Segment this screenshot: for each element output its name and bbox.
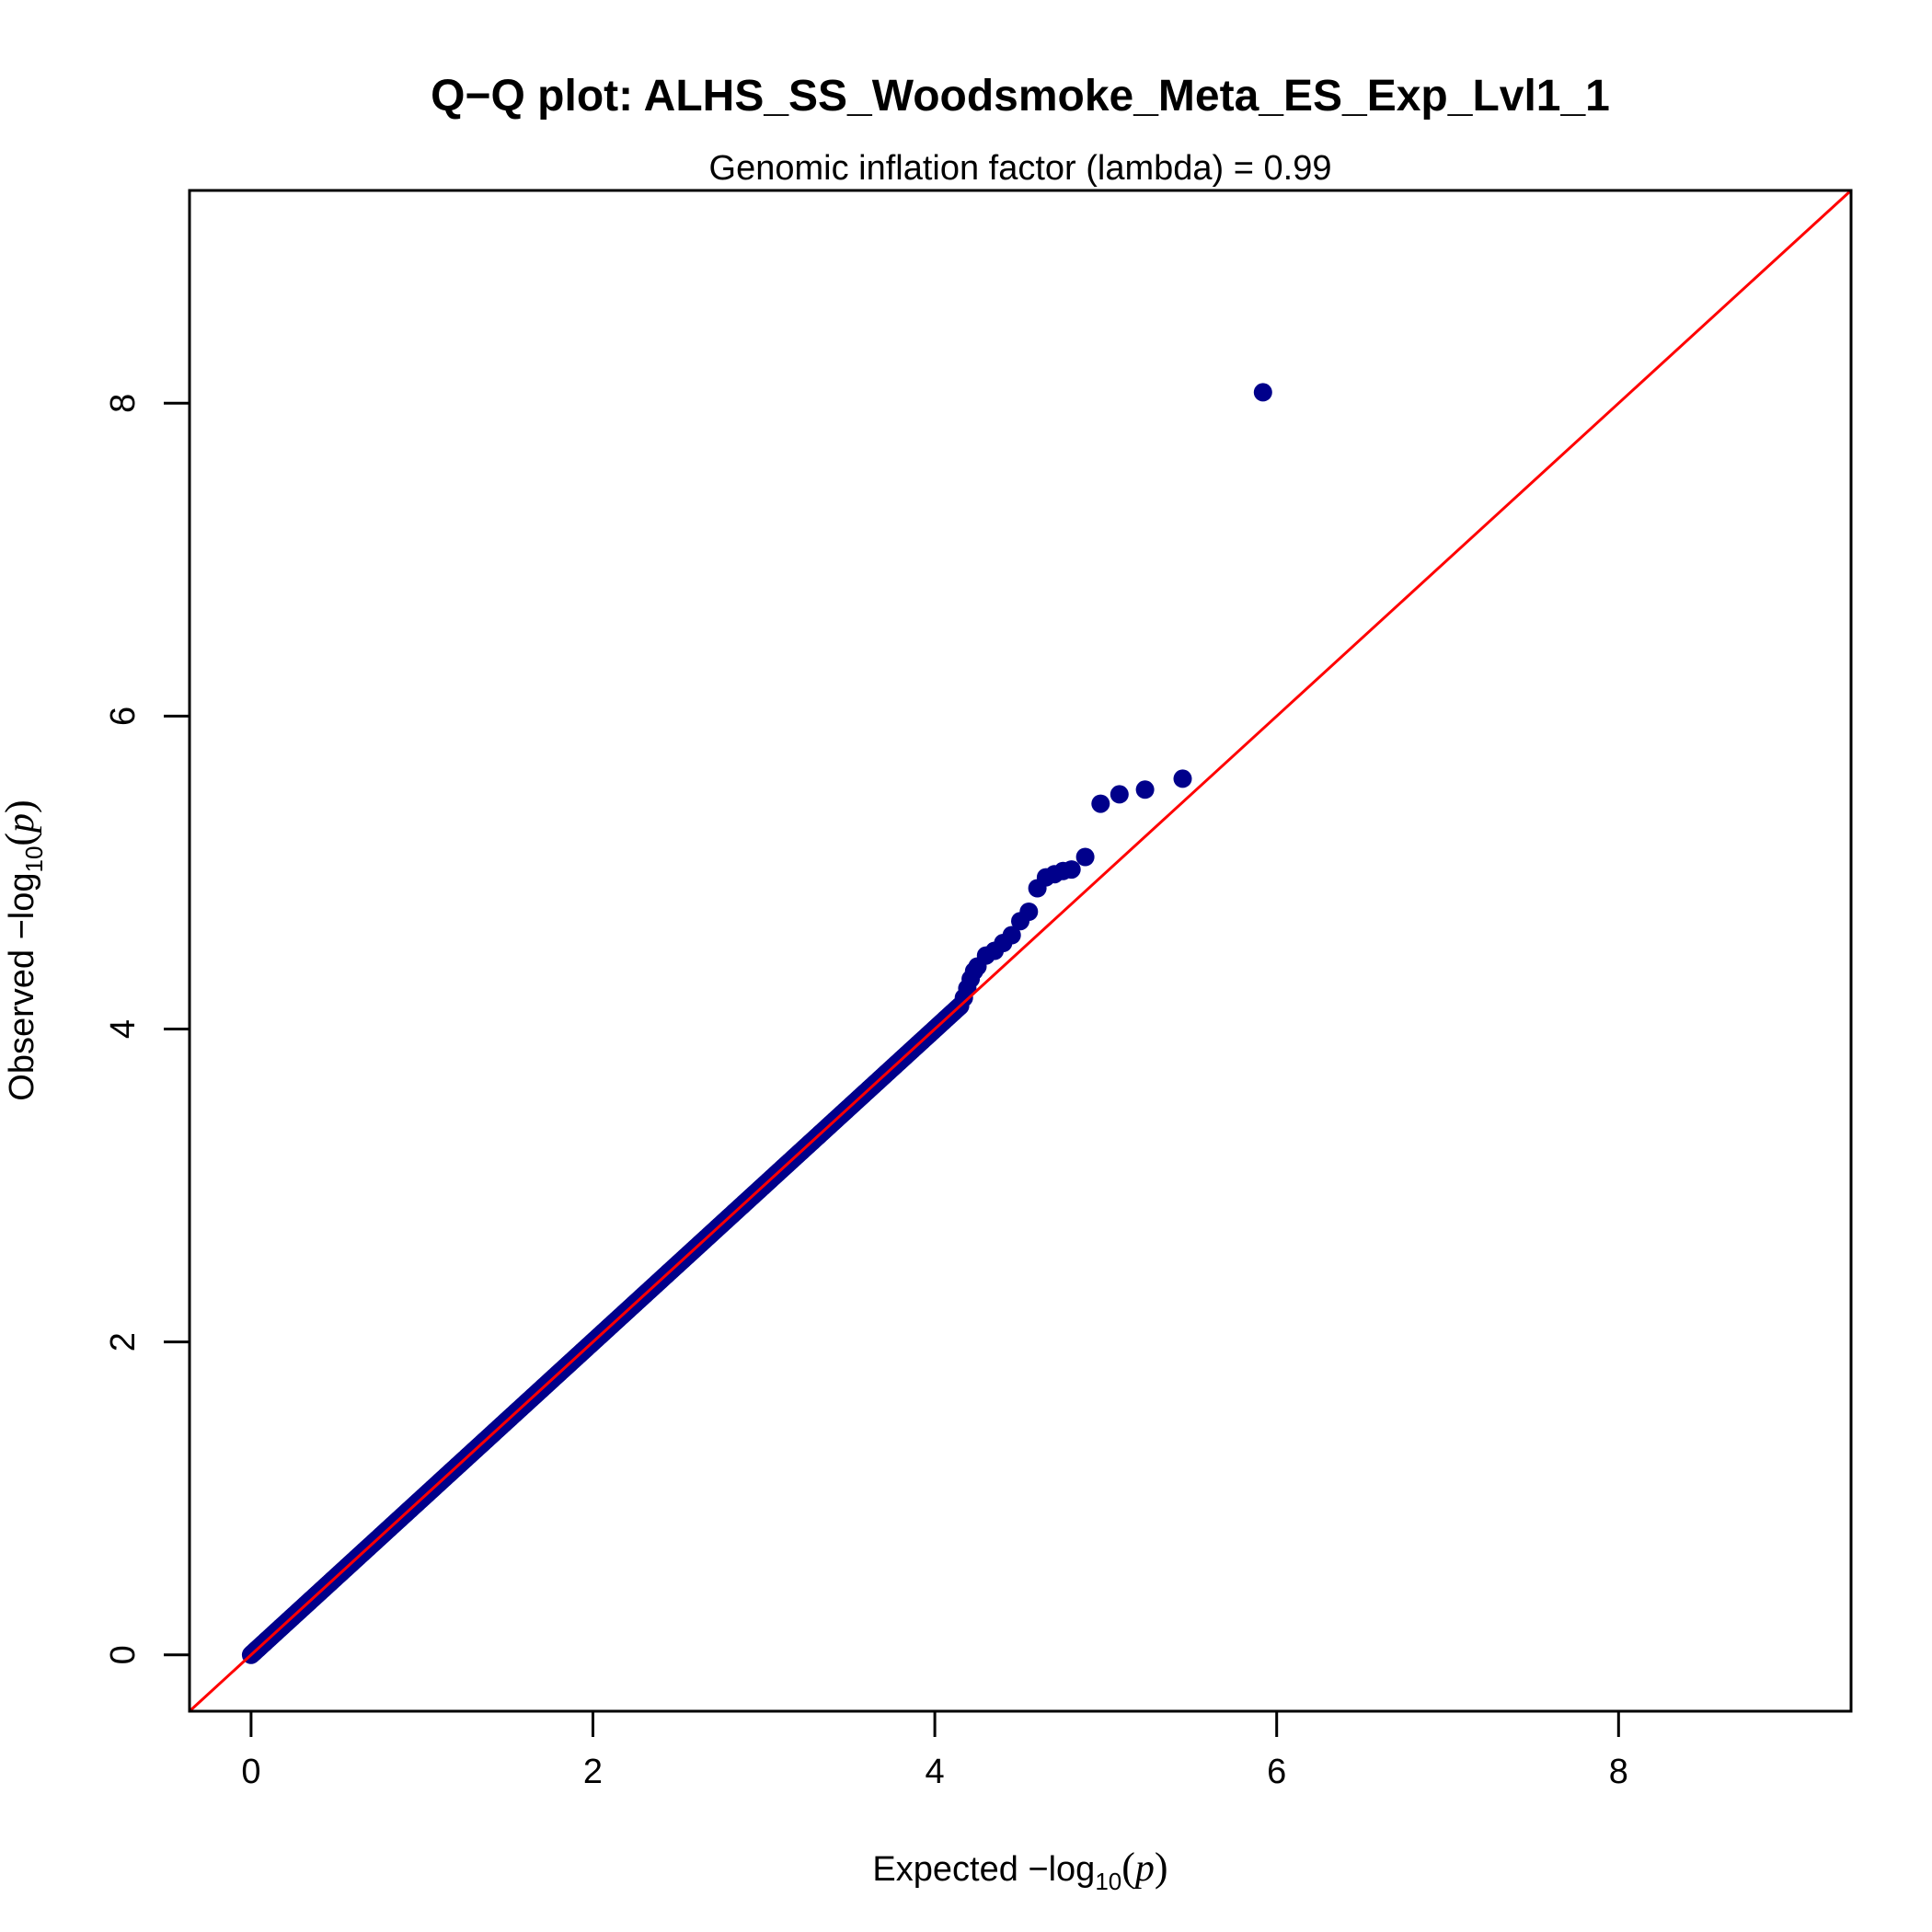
data-point bbox=[1135, 780, 1155, 799]
y-axis-label-close-paren: ) bbox=[0, 799, 42, 813]
data-point bbox=[1062, 860, 1081, 880]
x-tick-label: 6 bbox=[1267, 1753, 1286, 1791]
x-tick-label: 4 bbox=[926, 1753, 945, 1791]
x-axis: 0 2 4 6 8 bbox=[241, 1709, 1628, 1791]
x-tick-label: 8 bbox=[1609, 1753, 1628, 1791]
x-axis-label-var: p bbox=[1133, 1847, 1155, 1890]
points-layer bbox=[241, 383, 1272, 1664]
data-point bbox=[1173, 769, 1192, 788]
data-point bbox=[1091, 794, 1110, 813]
y-axis-label-var: p bbox=[0, 813, 42, 835]
data-point bbox=[1253, 383, 1272, 402]
x-axis-label-prefix: Expected −log bbox=[872, 1850, 1095, 1889]
data-point bbox=[1110, 785, 1129, 804]
x-axis-label-open-paren: ( bbox=[1121, 1845, 1135, 1890]
x-tick-label: 2 bbox=[583, 1753, 603, 1791]
y-tick-label: 0 bbox=[104, 1645, 143, 1664]
data-point bbox=[1002, 926, 1021, 945]
x-axis-label-close-paren: ) bbox=[1155, 1845, 1168, 1890]
y-tick-label: 8 bbox=[104, 394, 143, 413]
x-axis-label: Expected −log10(p) bbox=[872, 1845, 1167, 1895]
y-tick-label: 4 bbox=[104, 1019, 143, 1039]
data-point bbox=[1075, 847, 1095, 867]
y-tick-label: 6 bbox=[104, 707, 143, 726]
chart-title: Q−Q plot: ALHS_SS_Woodsmoke_Meta_ES_Exp_… bbox=[431, 72, 1610, 121]
data-point bbox=[1019, 903, 1039, 921]
y-axis-label-prefix: Observed −log bbox=[3, 873, 41, 1101]
y-axis: 0 2 4 6 8 bbox=[104, 394, 191, 1664]
y-axis-label-open-paren: ( bbox=[0, 833, 42, 846]
y-tick-label: 2 bbox=[104, 1332, 143, 1351]
x-axis-label-subscript: 10 bbox=[1095, 1868, 1121, 1895]
chart-subtitle: Genomic inflation factor (lambda) = 0.99 bbox=[709, 149, 1332, 188]
y-axis-label-subscript: 10 bbox=[20, 846, 48, 873]
reference-line bbox=[188, 189, 1853, 1713]
y-axis-label: Observed −log10(p) bbox=[0, 799, 48, 1100]
x-tick-label: 0 bbox=[241, 1753, 260, 1791]
